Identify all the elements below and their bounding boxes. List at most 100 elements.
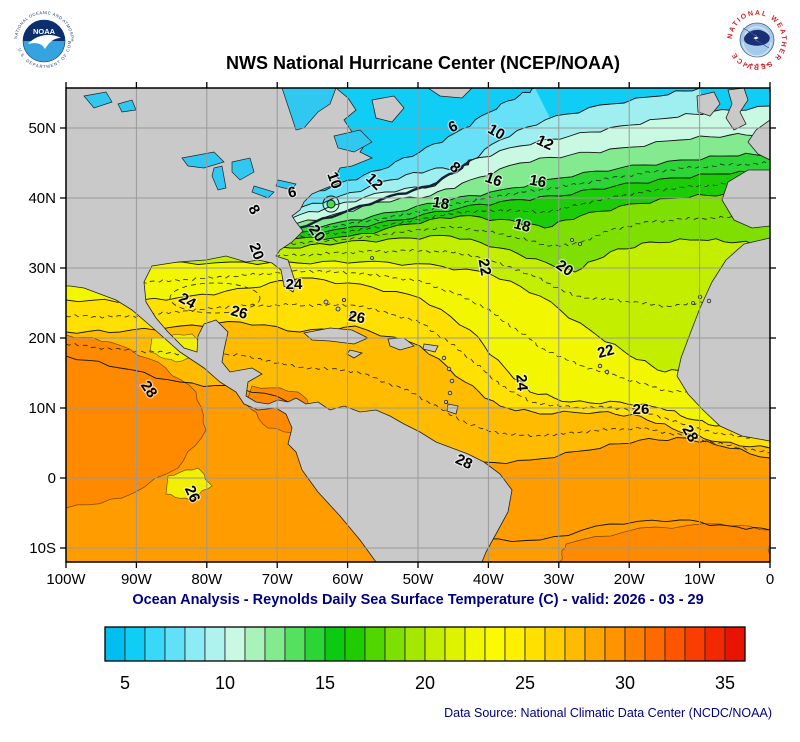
contour-label: 10 — [323, 170, 345, 191]
isotherm-26c — [66, 321, 770, 449]
colorbar-cell — [464, 626, 486, 662]
subtitle: Ocean Analysis - Reynolds Daily Sea Surf… — [132, 592, 703, 608]
isotherm-16c — [66, 170, 770, 237]
colorbar-cell — [504, 626, 526, 662]
lake-huron — [231, 157, 255, 181]
noaa-acronym: NOAA — [33, 27, 56, 36]
contour-label: 26 — [229, 302, 250, 323]
colorbar-frame — [104, 626, 746, 662]
colorbar-cell — [564, 626, 586, 662]
contour-label: 22 — [596, 341, 617, 362]
trinidad-island — [446, 403, 459, 415]
contour-label: 16 — [483, 169, 504, 191]
colorbar-cell — [724, 626, 746, 662]
gulf-dashed-contour — [169, 282, 261, 314]
gulf-stream-wall — [297, 159, 471, 230]
colorbar-cell — [264, 626, 286, 662]
small-islands — [323, 238, 712, 404]
contour-label: 26 — [347, 308, 366, 328]
ireland-island — [696, 91, 721, 117]
gulf-of-st-lawrence — [333, 129, 373, 153]
colorbar-cell — [364, 626, 386, 662]
contour-label: 26 — [633, 401, 650, 418]
isotherm-10c — [66, 105, 770, 220]
lon-label: 0 — [766, 571, 774, 588]
colorbar-cell — [544, 626, 566, 662]
colorbar-cell — [304, 626, 326, 662]
lon-label: 10W — [684, 571, 716, 588]
colorbar-cell — [624, 626, 646, 662]
colorbar-tick-label: 25 — [515, 673, 535, 693]
colorbar-cell — [664, 626, 686, 662]
lat-label: 0 — [48, 470, 56, 487]
lon-label: 70W — [262, 571, 294, 588]
contour-label: 16 — [528, 172, 547, 192]
lat-label: 30N — [28, 260, 56, 277]
data-source-caption: Data Source: National Climatic Data Cent… — [444, 706, 772, 720]
colorbar-cell — [124, 626, 146, 662]
noaa-emblem-sea — [23, 41, 65, 62]
colorbar-cell — [164, 626, 186, 662]
colorbar-cell — [204, 626, 226, 662]
page-title: NWS National Hurricane Center (NCEP/NOAA… — [226, 53, 620, 73]
contour-label: 22 — [475, 258, 495, 277]
contour-label: 20 — [245, 241, 267, 262]
lon-label: 60W — [332, 571, 364, 588]
colorbar-cell — [384, 626, 406, 662]
lake-superior — [181, 151, 225, 169]
isotherm-dashed-25c — [66, 302, 770, 440]
gulf-stream-eddy — [322, 195, 340, 213]
colorbar-cell — [224, 626, 246, 662]
lake-ontario — [275, 179, 297, 191]
colorbar-cell — [584, 626, 606, 662]
isotherm-14c — [66, 152, 770, 233]
colorbar-cell — [704, 626, 726, 662]
lat-label: 10N — [28, 400, 56, 417]
colorbar-tick-label: 10 — [215, 673, 235, 693]
colorbar-tick-label: 20 — [415, 673, 435, 693]
colorbar-cell — [344, 626, 366, 662]
land-masses — [66, 88, 770, 562]
noaa-seagull-icon — [28, 34, 61, 49]
cool-patch — [165, 467, 213, 501]
nws-logo: NATIONAL WEATHER SERVICE ★ ★ ★ ★ ★ — [725, 8, 789, 72]
contour-label: 18 — [512, 215, 533, 236]
colorbar-cell — [184, 626, 206, 662]
lat-lon-gridlines — [66, 88, 770, 562]
colorbar-cell — [524, 626, 546, 662]
colorbar-tick-label: 5 — [120, 673, 130, 693]
colorbar-cell — [404, 626, 426, 662]
lon-label: 90W — [121, 571, 153, 588]
colorbar-cell — [424, 626, 446, 662]
lat-label: 20N — [28, 330, 56, 347]
colorbar-tick-label: 35 — [715, 673, 735, 693]
lakes — [83, 88, 373, 199]
colorbar-cell — [244, 626, 266, 662]
lat-label: 10S — [29, 540, 56, 557]
lon-label: 80W — [191, 571, 223, 588]
noaa-logo: NATIONAL OCEANIC AND ATMOSPHERIC ADMINIS… — [12, 9, 76, 73]
contour-label: 18 — [431, 194, 450, 214]
colorbar-cell — [144, 626, 166, 662]
cuba-island — [303, 327, 369, 345]
colorbar-cell — [684, 626, 706, 662]
axis-labels: 100W 90W 80W 70W 60W 50W 40W 30W 20W 10W 0 50N 40N 30… — [28, 120, 774, 588]
lon-label: 20W — [614, 571, 646, 588]
colorbar-tick-label: 15 — [315, 673, 335, 693]
iberia-land — [721, 169, 770, 229]
colorbar-cell — [104, 626, 126, 662]
colorbar-cell — [324, 626, 346, 662]
hudson-bay — [281, 88, 337, 131]
puerto-rico-island — [422, 343, 439, 353]
isotherm-12c — [66, 132, 770, 228]
temperature-colorbar: 5 10 15 20 25 30 35 — [104, 626, 746, 693]
lon-label: 50W — [403, 571, 435, 588]
contour-label: 24 — [286, 276, 303, 293]
greenland-edge — [427, 88, 473, 99]
colorbar-cell — [284, 626, 306, 662]
lat-label: 40N — [28, 190, 56, 207]
americas-land — [66, 88, 513, 562]
